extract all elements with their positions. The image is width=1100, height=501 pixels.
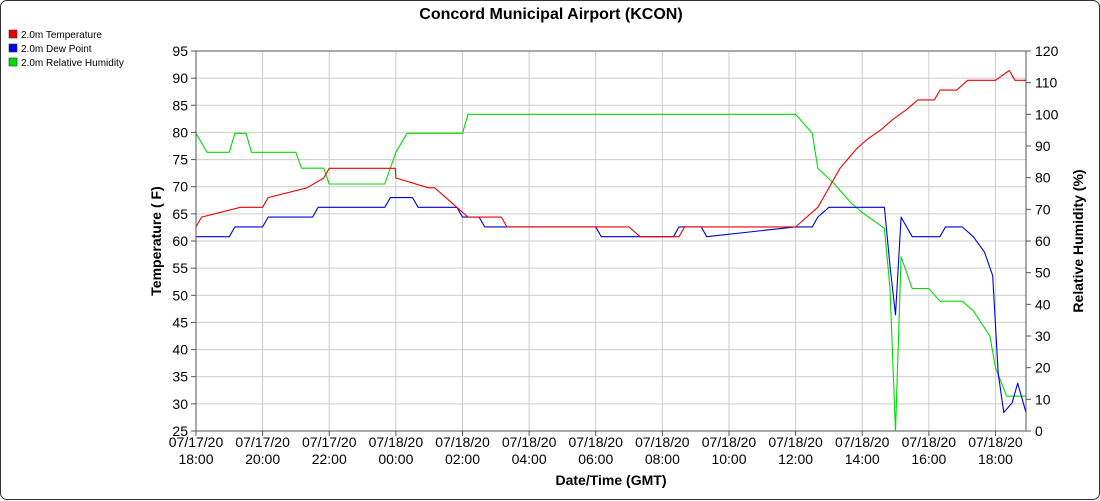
left-tick-label: 60 bbox=[172, 233, 188, 249]
legend-swatch bbox=[8, 57, 18, 67]
x-axis: 07/17/2018:0007/17/2020:0007/17/2022:000… bbox=[169, 431, 1023, 467]
right-tick-label: 40 bbox=[1035, 296, 1051, 312]
x-tick-date: 07/18/20 bbox=[968, 434, 1023, 450]
left-tick-label: 90 bbox=[172, 70, 188, 86]
legend-swatch bbox=[8, 29, 18, 39]
right-tick-label: 60 bbox=[1035, 233, 1051, 249]
left-tick-label: 40 bbox=[172, 342, 188, 358]
series-layer bbox=[195, 69, 1027, 432]
right-tick-label: 90 bbox=[1035, 138, 1051, 154]
legend-label: 2.0m Temperature bbox=[21, 30, 102, 41]
legend-swatch bbox=[8, 43, 18, 53]
x-tick-time: 00:00 bbox=[378, 451, 413, 467]
left-tick-label: 95 bbox=[172, 43, 188, 59]
x-tick-time: 10:00 bbox=[711, 451, 746, 467]
left-tick-label: 80 bbox=[172, 124, 188, 140]
x-tick-time: 16:00 bbox=[911, 451, 946, 467]
left-tick-label: 65 bbox=[172, 206, 188, 222]
x-tick-date: 07/18/20 bbox=[835, 434, 890, 450]
x-tick-time: 06:00 bbox=[578, 451, 613, 467]
x-tick-date: 07/17/20 bbox=[302, 434, 357, 450]
x-tick-date: 07/17/20 bbox=[169, 434, 224, 450]
x-tick-date: 07/18/20 bbox=[768, 434, 823, 450]
x-tick-time: 20:00 bbox=[245, 451, 280, 467]
left-axis-title: Temperature ( F) bbox=[148, 186, 164, 295]
legend: 2.0m Temperature 2.0m Dew Point 2.0m Relat… bbox=[8, 29, 124, 69]
right-axis: 0 10 20 30 40 50 60 70 80 90 100 110 120 bbox=[1026, 43, 1059, 439]
x-tick-date: 07/17/20 bbox=[235, 434, 290, 450]
right-tick-label: 80 bbox=[1035, 170, 1051, 186]
right-tick-label: 120 bbox=[1035, 43, 1059, 59]
legend-label: 2.0m Relative Humidity bbox=[21, 58, 124, 69]
x-tick-date: 07/18/20 bbox=[902, 434, 957, 450]
x-axis-title: Date/Time (GMT) bbox=[556, 472, 667, 488]
right-tick-label: 70 bbox=[1035, 201, 1051, 217]
x-tick-date: 07/18/20 bbox=[702, 434, 757, 450]
x-tick-time: 18:00 bbox=[178, 451, 213, 467]
x-tick-date: 07/18/20 bbox=[568, 434, 623, 450]
right-tick-label: 100 bbox=[1035, 106, 1059, 122]
left-axis: 25 30 35 40 45 50 55 60 65 70 75 80 85 90 95 bbox=[172, 43, 196, 439]
left-tick-label: 55 bbox=[172, 260, 188, 276]
x-tick-time: 22:00 bbox=[312, 451, 347, 467]
left-tick-label: 50 bbox=[172, 287, 188, 303]
x-tick-date: 07/18/20 bbox=[435, 434, 490, 450]
left-tick-label: 85 bbox=[172, 97, 188, 113]
x-tick-time: 18:00 bbox=[978, 451, 1013, 467]
left-tick-label: 75 bbox=[172, 152, 188, 168]
x-tick-time: 08:00 bbox=[645, 451, 680, 467]
left-tick-label: 25 bbox=[172, 423, 188, 439]
x-tick-date: 07/18/20 bbox=[502, 434, 557, 450]
left-tick-label: 35 bbox=[172, 369, 188, 385]
series-line-2-0m-relative-humidity bbox=[195, 113, 1026, 432]
left-tick-label: 70 bbox=[172, 179, 188, 195]
right-tick-label: 110 bbox=[1035, 75, 1058, 91]
x-tick-date: 07/18/20 bbox=[369, 434, 424, 450]
x-tick-time: 12:00 bbox=[778, 451, 813, 467]
series-line-2-0m-temperature bbox=[195, 69, 1026, 238]
right-tick-label: 10 bbox=[1035, 391, 1051, 407]
chart-title: Concord Municipal Airport (KCON) bbox=[419, 6, 682, 23]
right-axis-title: Relative Humidity (%) bbox=[1070, 169, 1086, 312]
x-tick-date: 07/18/20 bbox=[635, 434, 690, 450]
left-tick-label: 45 bbox=[172, 314, 188, 330]
left-tick-label: 30 bbox=[172, 396, 188, 412]
right-tick-label: 30 bbox=[1035, 328, 1051, 344]
legend-label: 2.0m Dew Point bbox=[21, 44, 92, 55]
right-tick-label: 20 bbox=[1035, 360, 1051, 376]
x-tick-time: 02:00 bbox=[445, 451, 480, 467]
right-tick-label: 50 bbox=[1035, 265, 1051, 281]
x-tick-time: 04:00 bbox=[512, 451, 547, 467]
x-tick-time: 14:00 bbox=[845, 451, 880, 467]
right-tick-label: 0 bbox=[1035, 423, 1043, 439]
